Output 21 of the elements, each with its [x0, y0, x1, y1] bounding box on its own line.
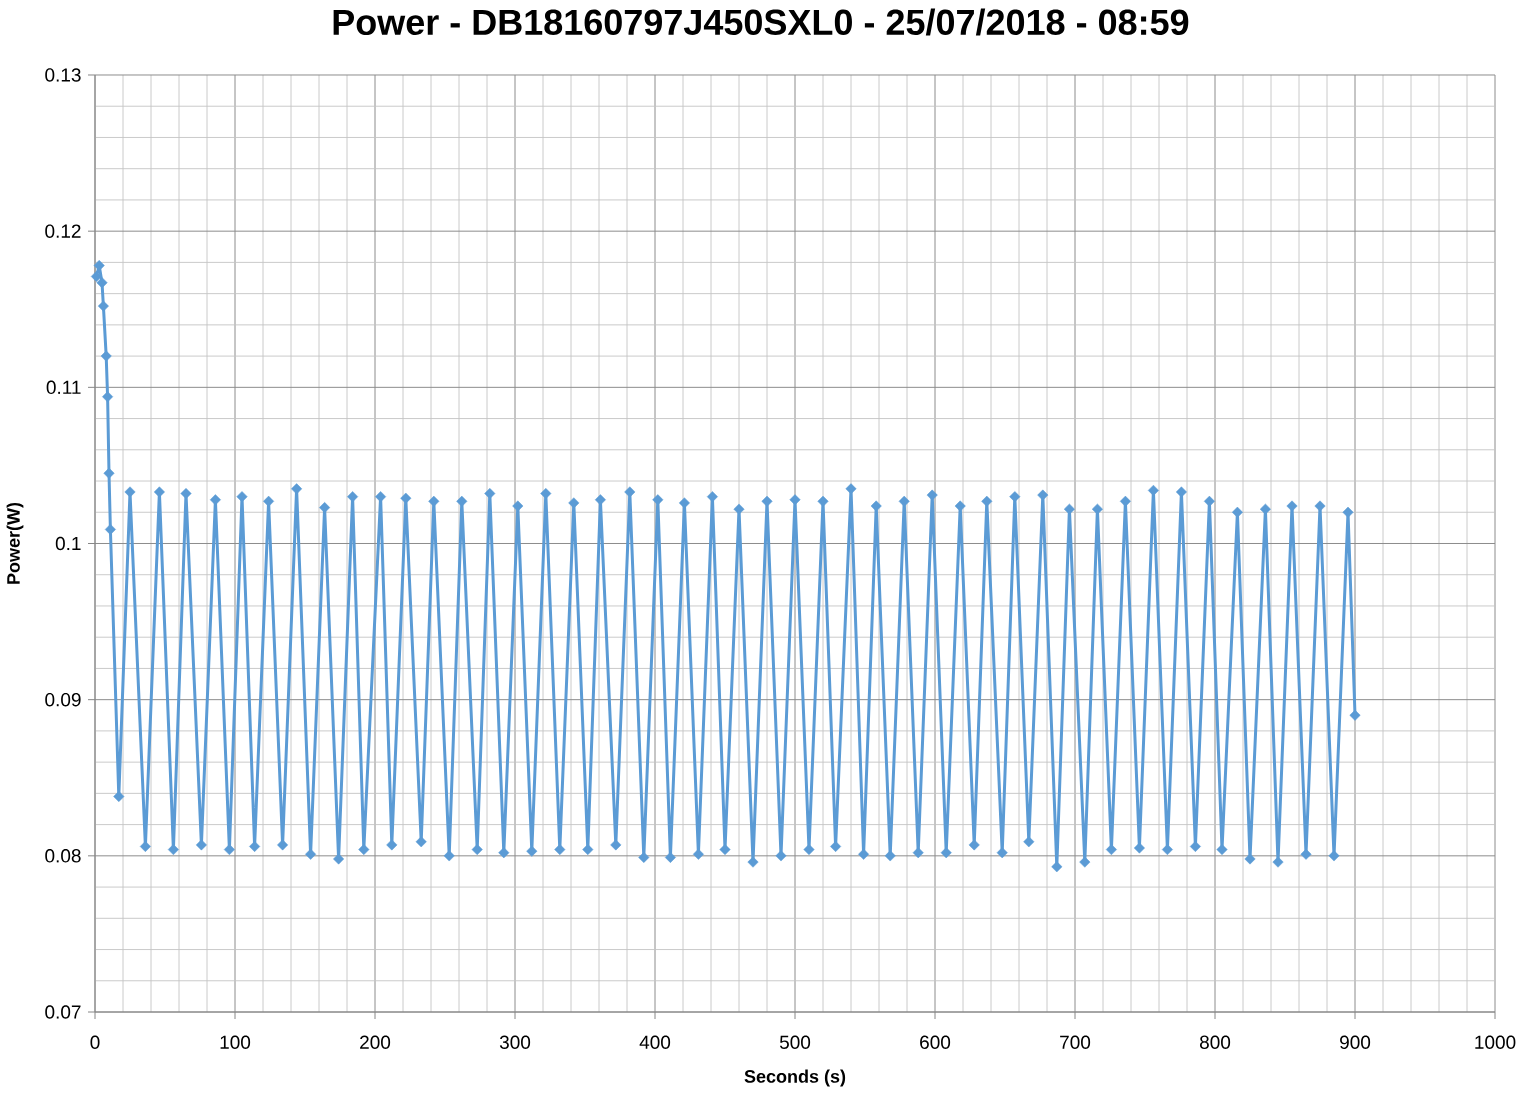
y-tick-label: 0.13 [45, 68, 81, 82]
y-tick-label: 0.08 [45, 849, 81, 863]
y-tick-label: 0.1 [55, 536, 81, 551]
y-tick-label: 0.12 [45, 224, 81, 238]
x-tick-label: 500 [779, 1035, 811, 1049]
x-tick-label: 800 [1199, 1035, 1231, 1049]
x-tick-label: 0 [90, 1035, 100, 1049]
y-tick-label: 0.07 [45, 1005, 81, 1019]
x-tick-label: 200 [360, 1035, 391, 1049]
x-tick-label: 100 [220, 1035, 251, 1049]
chart-title: Power - DB18160797J450SXL0 - 25/07/2018 - 08:59 [333, 8, 1189, 36]
x-tick-label: 400 [639, 1035, 671, 1049]
x-axis-title: Seconds (s) [744, 1069, 846, 1087]
y-tick-label: 0.11 [46, 380, 81, 395]
x-tick-label: 700 [1060, 1035, 1091, 1049]
y-tick-label: 0.09 [45, 692, 81, 707]
x-tick-label: 1000 [1475, 1035, 1516, 1049]
x-tick-label: 300 [499, 1035, 531, 1049]
x-tick-label: 900 [1340, 1035, 1371, 1049]
y-axis-title: Power(W) [6, 502, 24, 584]
x-tick-label: 600 [920, 1035, 951, 1049]
